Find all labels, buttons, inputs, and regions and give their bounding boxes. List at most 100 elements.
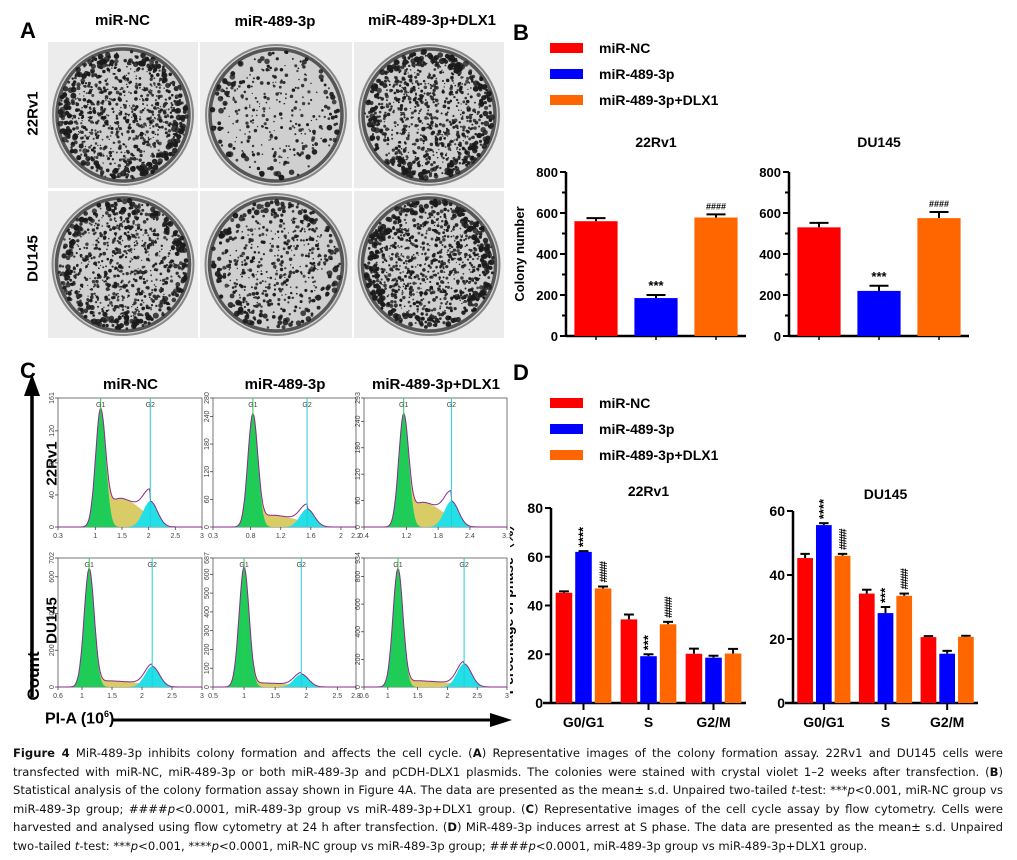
colony bbox=[146, 246, 150, 250]
colony bbox=[75, 275, 77, 277]
colony bbox=[150, 212, 155, 217]
colony bbox=[437, 260, 441, 264]
colony bbox=[469, 220, 474, 226]
colony bbox=[453, 95, 456, 99]
colony bbox=[125, 115, 127, 117]
colony bbox=[447, 281, 450, 284]
colony bbox=[380, 267, 384, 271]
colony bbox=[381, 247, 384, 249]
colony bbox=[461, 310, 466, 315]
colony bbox=[394, 305, 397, 308]
colony bbox=[111, 67, 113, 69]
colony bbox=[396, 123, 399, 126]
colony bbox=[410, 80, 413, 83]
colony bbox=[293, 309, 297, 313]
colony bbox=[384, 275, 388, 279]
colony bbox=[384, 247, 389, 252]
panel-a-letter: A bbox=[20, 18, 36, 43]
colony bbox=[288, 313, 291, 316]
colony bbox=[422, 225, 425, 228]
colony bbox=[77, 97, 79, 100]
colony bbox=[113, 274, 117, 278]
colony bbox=[456, 279, 460, 284]
g1-gate-label: G1 bbox=[85, 562, 94, 569]
colony bbox=[412, 87, 415, 90]
colony bbox=[237, 256, 240, 259]
colony bbox=[90, 128, 94, 132]
colony bbox=[142, 301, 145, 304]
colony bbox=[305, 316, 312, 322]
colony bbox=[127, 72, 130, 75]
colony bbox=[375, 78, 381, 84]
colony bbox=[424, 290, 427, 293]
colony bbox=[434, 172, 438, 177]
colony bbox=[172, 107, 176, 110]
colony bbox=[77, 130, 80, 133]
colony bbox=[406, 246, 410, 250]
colony bbox=[418, 301, 421, 304]
caption-text: ) MiR-489-3p induces arrest at S phase. … bbox=[13, 820, 1003, 853]
colony bbox=[399, 151, 402, 155]
colony bbox=[300, 133, 303, 135]
colony bbox=[107, 126, 111, 130]
colony bbox=[148, 254, 150, 256]
colony bbox=[256, 319, 262, 325]
colony bbox=[468, 297, 471, 300]
bar bbox=[594, 588, 612, 703]
colony bbox=[150, 317, 154, 322]
colony bbox=[303, 228, 306, 230]
colony bbox=[149, 269, 152, 272]
colony bbox=[309, 235, 311, 238]
colony bbox=[76, 82, 81, 87]
colony bbox=[287, 296, 291, 300]
colony bbox=[465, 129, 469, 133]
colony bbox=[426, 92, 430, 96]
colony bbox=[158, 118, 163, 123]
colony bbox=[251, 80, 255, 84]
colony bbox=[218, 241, 223, 245]
colony bbox=[311, 227, 315, 232]
colony bbox=[399, 132, 402, 135]
colony bbox=[154, 123, 159, 127]
colony bbox=[95, 239, 98, 242]
colony bbox=[140, 259, 143, 262]
colony bbox=[405, 136, 410, 141]
colony bbox=[219, 280, 222, 283]
colony bbox=[489, 114, 495, 121]
colony bbox=[60, 271, 66, 276]
colony bbox=[102, 323, 106, 328]
colony bbox=[269, 276, 273, 280]
colony bbox=[135, 232, 139, 236]
colony bbox=[236, 278, 238, 281]
colony bbox=[379, 129, 383, 133]
colony bbox=[368, 124, 372, 128]
colony bbox=[388, 303, 391, 307]
colony bbox=[135, 269, 138, 272]
colony bbox=[249, 120, 253, 123]
colony bbox=[379, 81, 384, 86]
colony bbox=[262, 69, 265, 72]
colony bbox=[336, 264, 340, 268]
colony bbox=[399, 303, 402, 307]
colony bbox=[121, 314, 124, 318]
colony bbox=[446, 226, 450, 229]
colony bbox=[443, 234, 447, 238]
colony bbox=[255, 274, 257, 276]
colony bbox=[291, 296, 295, 299]
colony bbox=[139, 116, 141, 118]
colony bbox=[411, 143, 414, 146]
colony bbox=[432, 198, 438, 204]
colony bbox=[304, 288, 308, 292]
colony bbox=[100, 90, 104, 94]
colony bbox=[119, 313, 122, 315]
colony bbox=[122, 103, 126, 106]
colony bbox=[268, 283, 271, 286]
colony bbox=[468, 261, 472, 265]
colony bbox=[452, 57, 458, 63]
colony bbox=[430, 117, 433, 119]
colony bbox=[149, 89, 152, 91]
colony bbox=[465, 244, 468, 247]
colony bbox=[277, 249, 280, 251]
colony bbox=[424, 54, 427, 57]
